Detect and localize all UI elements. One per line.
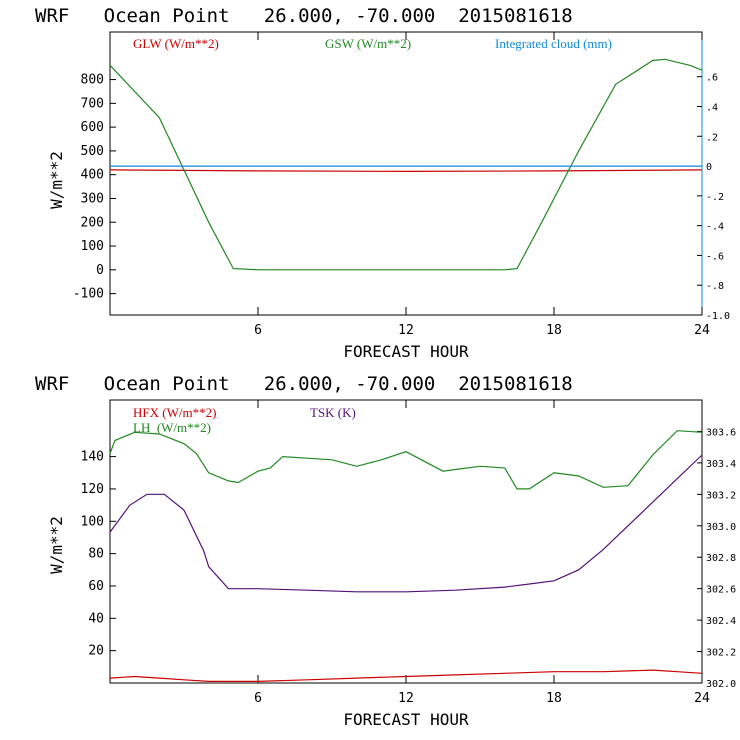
y2-tick-label: 302.4 — [706, 616, 736, 627]
y2-tick-label: 303.6 — [706, 427, 736, 438]
y2-tick-label: 302.2 — [706, 648, 736, 659]
y-tick-label: 100 — [81, 239, 104, 254]
y2-tick-label: -.6 — [706, 251, 724, 262]
y-tick-label: 400 — [81, 168, 104, 183]
upper-plot-frame — [109, 31, 703, 316]
y-tick-label: 60 — [88, 579, 104, 594]
series-tsk-line — [109, 454, 703, 593]
series-gsw-line — [109, 58, 703, 271]
x-tick-label: 6 — [254, 323, 262, 338]
series-lh-line — [109, 430, 703, 490]
legend-hfx: HFX (W/m**2) — [133, 405, 216, 420]
y-tick-label: 0 — [96, 263, 104, 278]
upper-x-axis-label: FORECAST HOUR — [343, 342, 469, 361]
x-tick-label: 24 — [694, 691, 710, 706]
lower-chart-title: WRF Ocean Point 26.000, -70.000 20150816… — [35, 373, 573, 395]
y2-tick-label: 303.4 — [706, 459, 736, 470]
x-tick-label: 18 — [546, 323, 562, 338]
y-tick-label: 100 — [81, 514, 104, 529]
y-tick-label: 600 — [81, 120, 104, 135]
y2-tick-label: 302.6 — [706, 585, 736, 596]
y2-tick-label: -.4 — [706, 222, 724, 233]
y-tick-label: -100 — [73, 287, 104, 302]
y2-tick-label: .2 — [706, 132, 718, 143]
x-tick-label: 6 — [254, 691, 262, 706]
x-tick-label: 12 — [398, 323, 414, 338]
y2-tick-label: 303.2 — [706, 490, 736, 501]
lower-x-axis-label: FORECAST HOUR — [343, 710, 469, 729]
y2-tick-label: .6 — [706, 73, 718, 84]
y2-tick-label: 0 — [706, 162, 712, 173]
series-glw-line — [109, 169, 703, 172]
y-tick-label: 120 — [81, 482, 104, 497]
upper-y-axis-label: W/m**2 — [47, 151, 66, 209]
y-tick-label: 700 — [81, 96, 104, 111]
y2-tick-label: 302.8 — [706, 553, 736, 564]
legend-tsk: TSK (K) — [310, 405, 356, 420]
upper-chart: WRF Ocean Point 26.000, -70.000 20150816… — [35, 5, 730, 361]
y-tick-label: 800 — [81, 73, 104, 88]
legend-integrated-cloud: Integrated cloud (mm) — [495, 36, 612, 51]
y2-tick-label: .4 — [706, 102, 718, 113]
y2-tick-label: 302.0 — [706, 679, 736, 690]
lower-chart: WRF Ocean Point 26.000, -70.000 20150816… — [35, 373, 736, 729]
y2-tick-label: -1.0 — [706, 311, 730, 322]
y-tick-label: 40 — [88, 611, 104, 626]
legend-gsw: GSW (W/m**2) — [325, 36, 411, 51]
y-tick-label: 140 — [81, 450, 104, 465]
upper-chart-title: WRF Ocean Point 26.000, -70.000 20150816… — [35, 5, 573, 27]
x-tick-label: 18 — [546, 691, 562, 706]
x-tick-label: 12 — [398, 691, 414, 706]
y2-tick-label: -.2 — [706, 192, 724, 203]
series-hfx-line — [109, 669, 703, 683]
y-tick-label: 200 — [81, 215, 104, 230]
y-tick-label: 500 — [81, 144, 104, 159]
legend-glw: GLW (W/m**2) — [133, 36, 219, 51]
y-tick-label: 20 — [88, 644, 104, 659]
x-tick-label: 24 — [694, 323, 710, 338]
lower-y-axis-label: W/m**2 — [47, 516, 66, 574]
legend-lh: LH (W/m**2) — [133, 420, 211, 435]
y-tick-label: 300 — [81, 191, 104, 206]
y2-tick-label: -.8 — [706, 281, 724, 292]
y2-tick-label: 303.0 — [706, 522, 736, 533]
y-tick-label: 80 — [88, 547, 104, 562]
